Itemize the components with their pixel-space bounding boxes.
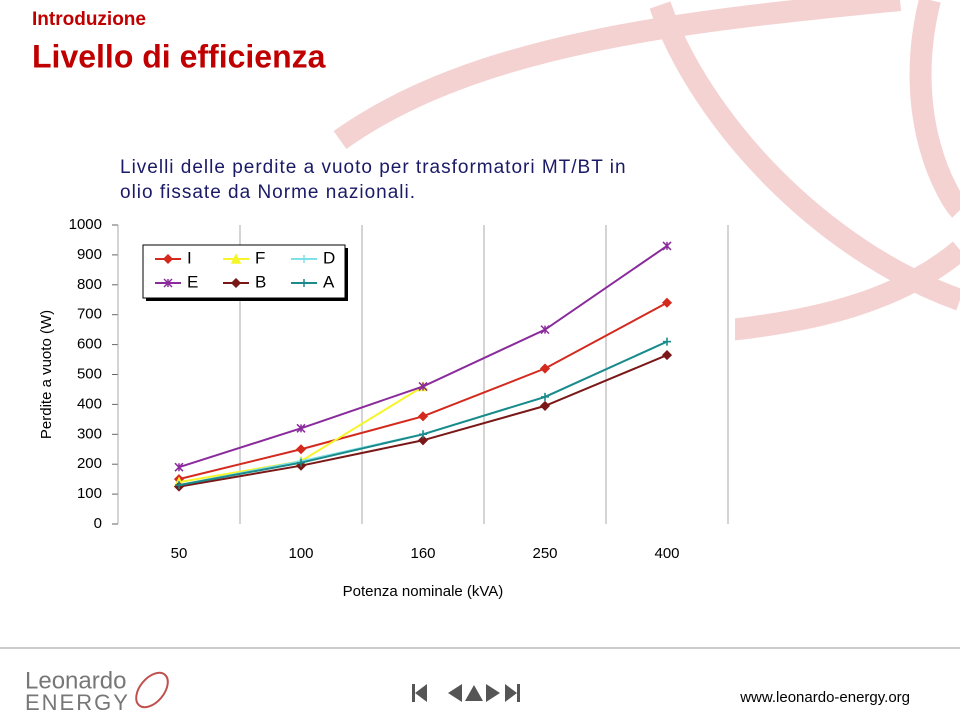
y-tick-label: 700 <box>77 306 102 323</box>
marker <box>300 279 308 287</box>
legend-label: F <box>255 248 265 267</box>
marker <box>541 392 549 401</box>
marker <box>418 381 428 391</box>
marker <box>175 481 183 490</box>
deco-arc <box>909 0 960 218</box>
marker <box>296 423 306 433</box>
marker <box>230 253 242 264</box>
deco-arc <box>333 0 902 149</box>
logo-text: Leonardo <box>25 667 126 694</box>
nav-first[interactable] <box>412 684 427 702</box>
marker <box>662 241 672 251</box>
legend-label: B <box>255 272 266 291</box>
y-tick-label: 300 <box>77 425 102 442</box>
x-tick-label: 50 <box>171 545 188 562</box>
x-tick-label: 100 <box>288 545 313 562</box>
marker <box>661 297 673 308</box>
legend-label: E <box>187 272 198 291</box>
marker <box>539 400 551 411</box>
marker <box>295 444 307 455</box>
marker <box>539 363 551 374</box>
marker <box>297 458 305 467</box>
marker <box>162 253 174 265</box>
nav-next[interactable] <box>486 684 500 702</box>
deco-arc <box>728 241 960 341</box>
legend-label: A <box>323 272 335 291</box>
y-axis-label: Perdite a vuoto (W) <box>38 310 55 439</box>
marker <box>174 462 184 472</box>
nav-last[interactable] <box>505 684 520 702</box>
nav-icons <box>412 684 520 702</box>
body-text: olio fissate da Norme nazionali. <box>120 182 416 203</box>
x-axis-label: Potenza nominale (kVA) <box>343 583 504 600</box>
body-text: Livelli delle perdite a vuoto per trasfo… <box>120 157 627 178</box>
x-tick-label: 160 <box>410 545 435 562</box>
y-tick-label: 900 <box>77 246 102 263</box>
y-tick-label: 1000 <box>69 216 102 233</box>
marker <box>663 337 671 346</box>
marker <box>661 350 673 361</box>
marker <box>419 430 427 439</box>
logo-swirl <box>135 671 169 709</box>
url: www.leonardo-energy.org <box>739 689 910 706</box>
chart: 0 100 200 300 400 500 600 700 800 900 1000 50 100 160… <box>38 216 729 600</box>
y-tick-label: 0 <box>94 515 102 532</box>
slide-title: Livello di efficienza <box>32 38 326 74</box>
legend-label: D <box>323 248 335 267</box>
marker <box>417 435 429 446</box>
y-tick-label: 200 <box>77 455 102 472</box>
legend <box>142 244 346 299</box>
x-tick-label: 250 <box>532 545 557 562</box>
section: Introduzione <box>32 9 146 30</box>
nav-prev[interactable] <box>448 684 462 702</box>
y-tick-label: 800 <box>77 276 102 293</box>
y-tick-label: 600 <box>77 336 102 353</box>
marker <box>540 325 550 335</box>
background-decoration <box>333 0 960 341</box>
y-tick-label: 400 <box>77 395 102 412</box>
marker <box>417 411 429 422</box>
marker <box>230 277 242 289</box>
logo-text: ENERGY <box>25 690 130 715</box>
legend-label: I <box>187 248 192 267</box>
x-tick-label: 400 <box>654 545 679 562</box>
y-tick-label: 500 <box>77 365 102 382</box>
marker <box>163 278 173 288</box>
marker <box>300 255 308 263</box>
nav-up[interactable] <box>465 685 483 701</box>
y-tick-label: 100 <box>77 485 102 502</box>
